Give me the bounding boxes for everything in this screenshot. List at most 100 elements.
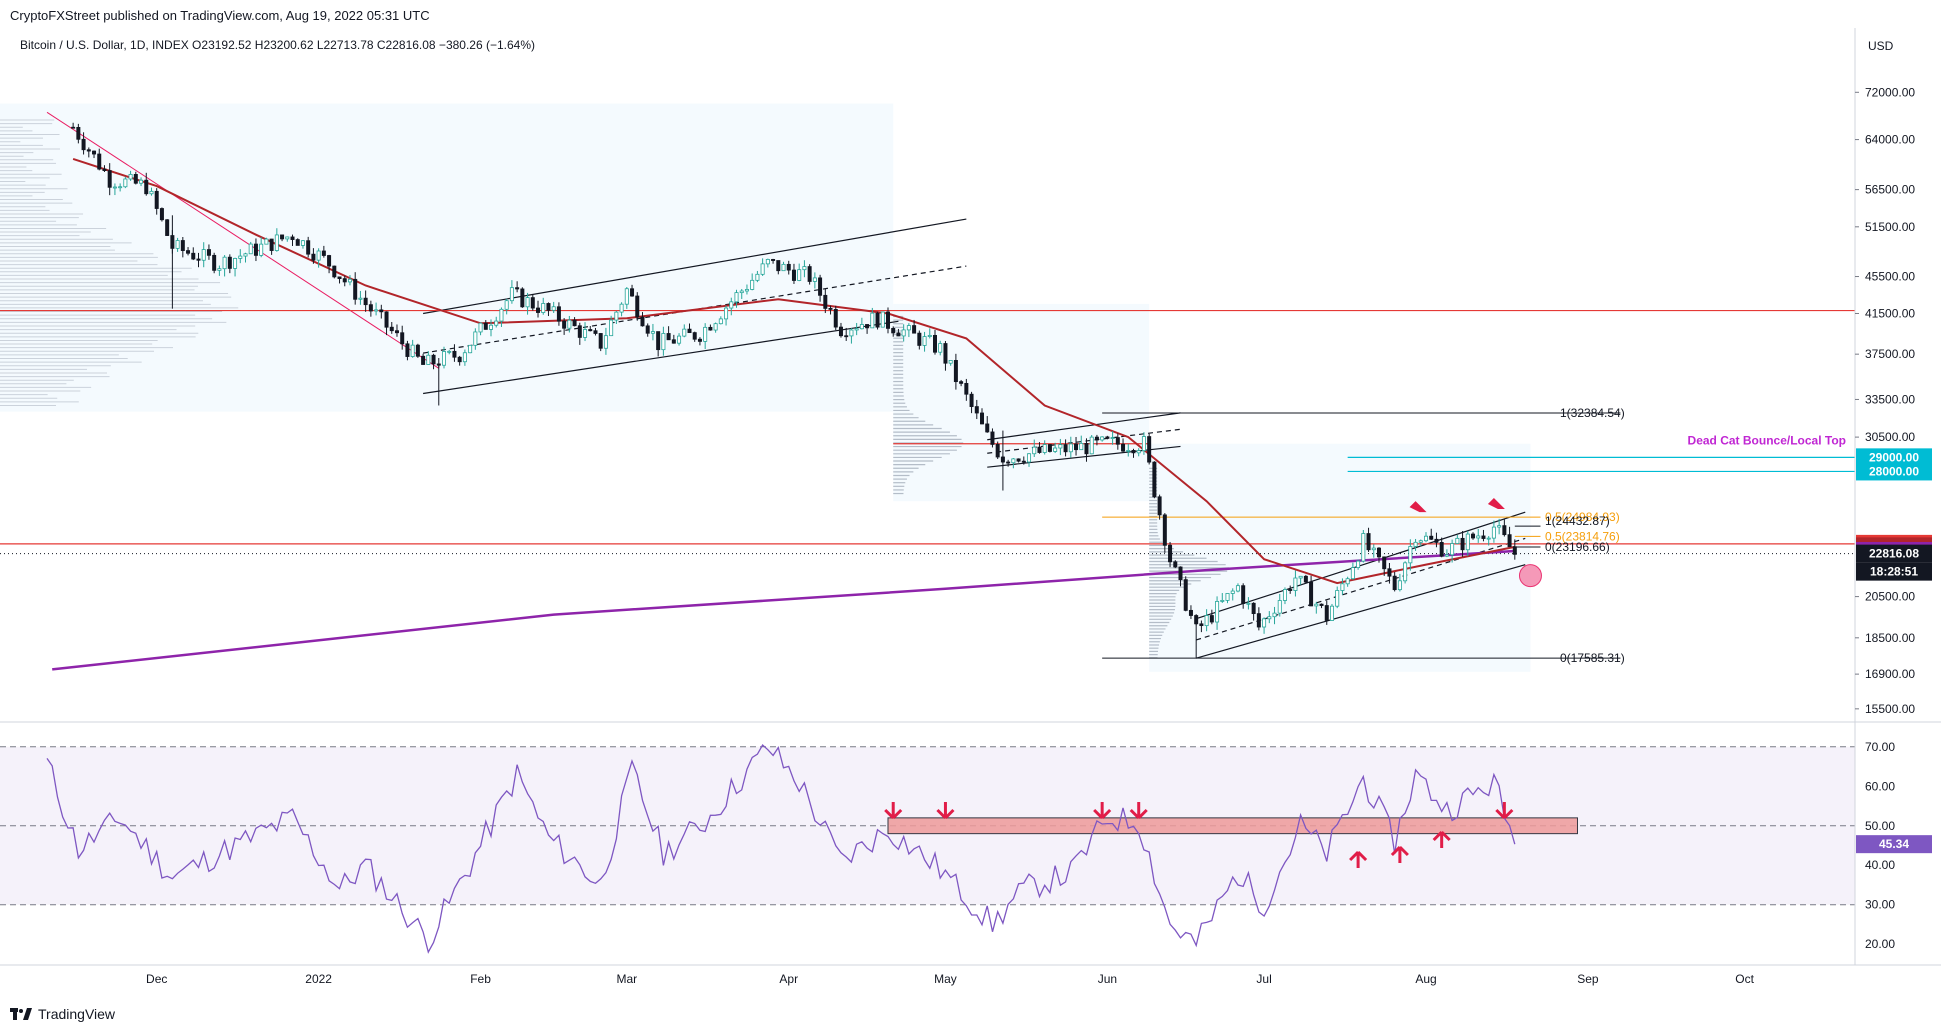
candle-body [1471, 533, 1476, 539]
fib-level-label: 1(24432.87) [1545, 514, 1610, 528]
fib-level-label: 0.5(24984.93) [1545, 510, 1620, 524]
candle-body [708, 326, 713, 331]
candle-body [823, 294, 828, 309]
candle-body [1235, 585, 1240, 592]
candle-body [92, 150, 97, 155]
candle-body [807, 266, 812, 282]
price-tick-label: 18500.00 [1865, 631, 1915, 645]
candle-body [1131, 450, 1136, 454]
candle-body [1053, 447, 1058, 452]
price-pane[interactable]: 1(32384.54) 0(17585.31) 0.5(24984.93)1(244… [0, 111, 1855, 671]
candle-body [724, 307, 729, 320]
candle-body [1460, 537, 1465, 551]
candle-body [1027, 453, 1032, 463]
candle-body [206, 249, 211, 256]
symbol-legend: Bitcoin / U.S. Dollar, 1D, INDEX O23192.… [20, 38, 536, 52]
long-moving-average-line [52, 549, 1515, 671]
footer-brand: TradingView [10, 1006, 115, 1022]
candle-body [76, 126, 81, 140]
candle-body [1319, 603, 1324, 606]
candle-body [844, 335, 849, 338]
candle-body [1324, 605, 1329, 621]
candle-body [280, 234, 285, 240]
candle-body [1387, 568, 1392, 577]
price-tick-label: 37500.00 [1865, 347, 1915, 361]
candle-body [927, 334, 932, 337]
candle-body [812, 277, 817, 282]
candle-body [159, 208, 164, 221]
candle-body [227, 256, 232, 269]
time-tick-label: Aug [1415, 972, 1436, 986]
price-tick-label: 64000.00 [1865, 133, 1915, 147]
candle-body [797, 269, 802, 281]
price-tick-label: 51500.00 [1865, 220, 1915, 234]
candle-body [771, 259, 776, 261]
candle-body [1251, 602, 1256, 615]
publisher-line: CryptoFXStreet published on TradingView.… [10, 8, 430, 23]
candle-body [943, 343, 948, 364]
candle-body [838, 326, 843, 337]
candle-body [948, 360, 953, 364]
channel-mid-line [423, 265, 967, 354]
rsi-pane[interactable] [0, 743, 1855, 954]
candle-body [750, 279, 755, 290]
up-arrow-icon [1390, 845, 1409, 863]
candle-body [530, 297, 535, 309]
candle-body [1183, 579, 1188, 611]
time-tick-label: Sep [1577, 972, 1599, 986]
candle-body [1094, 436, 1099, 441]
time-tick-label: May [934, 972, 957, 986]
candle-body [1502, 525, 1507, 536]
candle-body [802, 266, 807, 271]
candle-body [990, 431, 995, 445]
candle-body [624, 288, 629, 305]
profile-zone-2 [893, 303, 1150, 502]
candle-body [791, 269, 796, 281]
candle-body [389, 326, 394, 332]
time-tick-label: Oct [1735, 972, 1754, 986]
candle-body [478, 322, 483, 333]
candle-body [509, 287, 514, 302]
candle-body [1246, 602, 1251, 605]
candle-body [912, 325, 917, 334]
candle-body [483, 322, 488, 330]
candle-body [1058, 444, 1063, 449]
candle-body [922, 336, 927, 346]
candle-body [619, 303, 624, 313]
recent-channel-upper [1195, 511, 1526, 620]
candle-body [880, 311, 885, 328]
candle-body [410, 344, 415, 357]
candle-body [776, 260, 781, 272]
candle-body [441, 351, 446, 366]
candle-body [729, 301, 734, 309]
candle-body [332, 265, 337, 278]
candle-body [1413, 541, 1418, 547]
candle-body [295, 239, 300, 246]
candle-body [1110, 437, 1115, 439]
candle-body [1282, 589, 1287, 601]
candle-body [645, 325, 650, 334]
candle-body [933, 334, 938, 353]
candle-body [133, 174, 138, 184]
candle-body [81, 138, 86, 151]
candle-body [964, 382, 969, 395]
candle-body [1303, 575, 1308, 583]
candle-body [562, 320, 567, 329]
candle-body [217, 268, 222, 271]
rsi-tick-label: 20.00 [1865, 937, 1895, 951]
time-tick-label: Apr [779, 972, 798, 986]
candle-body [1371, 547, 1376, 551]
candle-body [744, 289, 749, 292]
candle-body [149, 190, 154, 195]
rsi-tick-label: 40.00 [1865, 858, 1895, 872]
rsi-line [46, 743, 1516, 954]
candle-body [342, 278, 347, 283]
candle-body [541, 303, 546, 313]
candle-body [603, 335, 608, 349]
candle-body [1408, 546, 1413, 564]
candle-body [1361, 533, 1366, 562]
candle-body [316, 250, 321, 261]
red-marker-icon [1409, 501, 1427, 513]
candle-body [546, 303, 551, 311]
